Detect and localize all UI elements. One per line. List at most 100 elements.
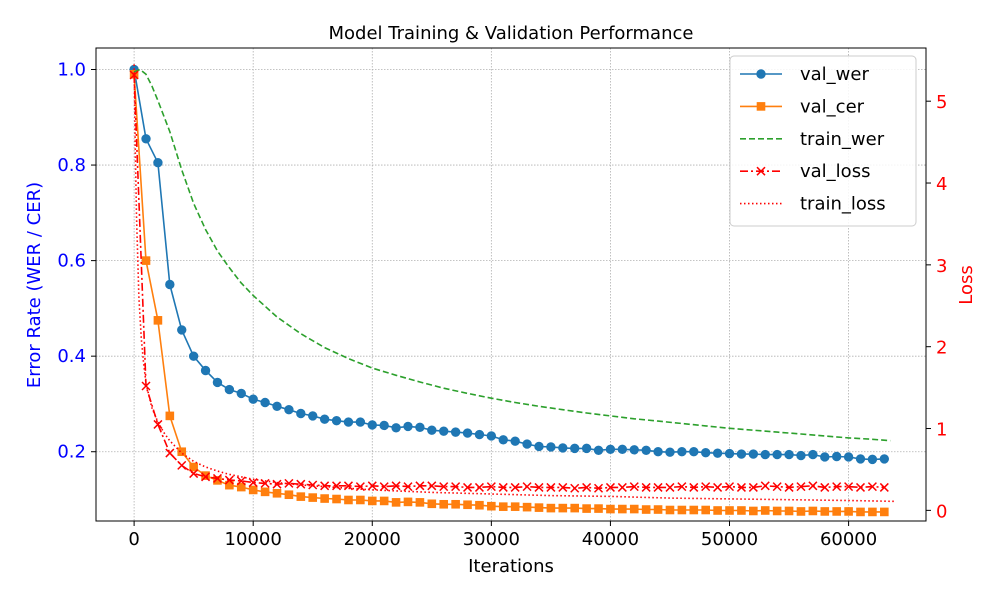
y-axis-left: 0.2 0.4 0.6 0.8 1.0 — [57, 60, 96, 463]
data-point-val_cer — [141, 256, 151, 265]
legend-marker — [756, 102, 766, 111]
series-val_loss — [129, 70, 889, 493]
x-axis: 0 10000 20000 30000 40000 50000 60000 — [128, 521, 877, 550]
plot-frame — [95, 47, 927, 522]
data-point-val_cer — [677, 505, 687, 515]
data-point-val_wer — [581, 443, 592, 454]
data-point-val_cer — [772, 506, 782, 516]
y-right-tick-label: 1 — [936, 420, 947, 441]
data-point-val_loss — [820, 482, 830, 492]
data-point-val_loss — [415, 481, 425, 491]
legend-marker — [756, 69, 766, 79]
data-point-val_cer — [475, 500, 484, 510]
data-point-val_loss — [570, 483, 580, 493]
series-line-val_loss — [133, 74, 885, 490]
grid — [96, 48, 926, 521]
x-tick-label: 60000 — [820, 529, 877, 550]
data-point-val_wer — [879, 454, 890, 464]
data-point-val_loss — [296, 479, 306, 489]
data-point-val_loss — [677, 482, 687, 492]
data-point-val_cer — [784, 506, 794, 516]
data-point-val_loss — [201, 472, 211, 482]
data-point-val_wer — [260, 397, 270, 408]
data-point-val_cer — [701, 505, 710, 515]
data-point-val_wer — [867, 454, 878, 465]
data-point-val_wer — [617, 444, 628, 455]
legend-label: val_loss — [800, 161, 870, 182]
y-left-tick-label: 0.8 — [57, 155, 86, 176]
legend-item-val_cer: val_cer — [740, 96, 865, 117]
data-point-val_wer — [212, 377, 223, 388]
legend-item-val_wer: val_wer — [740, 64, 869, 85]
data-point-val_cer — [606, 504, 615, 514]
legend-label: train_loss — [800, 194, 886, 215]
data-point-val_wer — [843, 452, 854, 462]
series-train_wer — [133, 68, 891, 442]
data-point-val_cer — [451, 499, 460, 509]
data-point-val_wer — [474, 429, 485, 440]
data-point-val_loss — [772, 482, 782, 492]
data-point-val_cer — [439, 499, 449, 509]
data-point-val_loss — [248, 478, 258, 488]
data-point-val_loss — [474, 482, 484, 492]
y-right-tick-label: 4 — [936, 174, 947, 195]
data-point-val_wer — [641, 445, 651, 455]
data-point-val_wer — [308, 411, 318, 421]
data-point-val_loss — [832, 482, 842, 492]
data-point-val_loss — [379, 482, 389, 492]
data-point-val_wer — [284, 404, 294, 415]
data-point-val_loss — [141, 381, 151, 391]
x-axis-title: Iterations — [468, 556, 554, 577]
data-point-val_wer — [700, 447, 711, 458]
data-point-val_wer — [534, 441, 544, 452]
data-point-val_wer — [629, 445, 639, 455]
data-point-val_cer — [367, 496, 377, 506]
data-point-val_cer — [320, 494, 329, 503]
data-point-val_cer — [880, 507, 889, 517]
data-point-val_loss — [808, 481, 818, 491]
data-point-val_cer — [653, 505, 663, 514]
data-point-val_cer — [725, 506, 734, 515]
y-right-tick-label: 0 — [936, 501, 947, 522]
data-point-val_wer — [498, 435, 508, 445]
data-point-val_cer — [820, 507, 830, 516]
data-point-val_loss — [748, 482, 758, 492]
data-point-val_cer — [570, 503, 580, 513]
data-point-val_loss — [451, 482, 461, 492]
data-point-val_loss — [844, 482, 854, 492]
data-point-val_wer — [677, 447, 687, 457]
data-point-val_loss — [593, 483, 604, 493]
data-point-val_wer — [343, 417, 354, 427]
data-point-val_cer — [522, 502, 532, 512]
data-point-val_wer — [248, 394, 258, 404]
data-point-val_cer — [248, 485, 258, 495]
data-point-val_loss — [534, 482, 544, 492]
x-tick-label: 0 — [128, 529, 139, 550]
data-point-val_cer — [272, 488, 282, 498]
data-point-val_wer — [605, 444, 616, 455]
data-point-val_wer — [558, 443, 568, 453]
data-point-val_wer — [486, 431, 497, 441]
data-point-val_loss — [224, 475, 234, 485]
data-point-val_loss — [189, 469, 199, 479]
data-point-val_loss — [129, 70, 139, 80]
data-point-val_wer — [784, 449, 794, 460]
data-point-val_wer — [772, 449, 782, 460]
data-point-val_wer — [177, 325, 187, 335]
legend-item-train_wer: train_wer — [740, 129, 885, 150]
data-point-val_wer — [760, 449, 770, 460]
data-point-val_wer — [224, 384, 235, 395]
data-point-val_loss — [165, 448, 175, 458]
chart-title: Model Training & Validation Performance — [329, 23, 694, 44]
data-point-val_cer — [629, 504, 639, 514]
data-point-val_loss — [153, 419, 163, 429]
data-point-val_cer — [165, 411, 175, 421]
data-point-val_cer — [344, 495, 353, 505]
data-point-val_cer — [749, 506, 758, 516]
y-left-tick-label: 0.6 — [57, 251, 86, 272]
data-point-val_loss — [546, 482, 556, 492]
data-point-val_loss — [510, 482, 520, 492]
data-point-val_cer — [415, 498, 425, 507]
data-point-val_loss — [796, 482, 806, 492]
